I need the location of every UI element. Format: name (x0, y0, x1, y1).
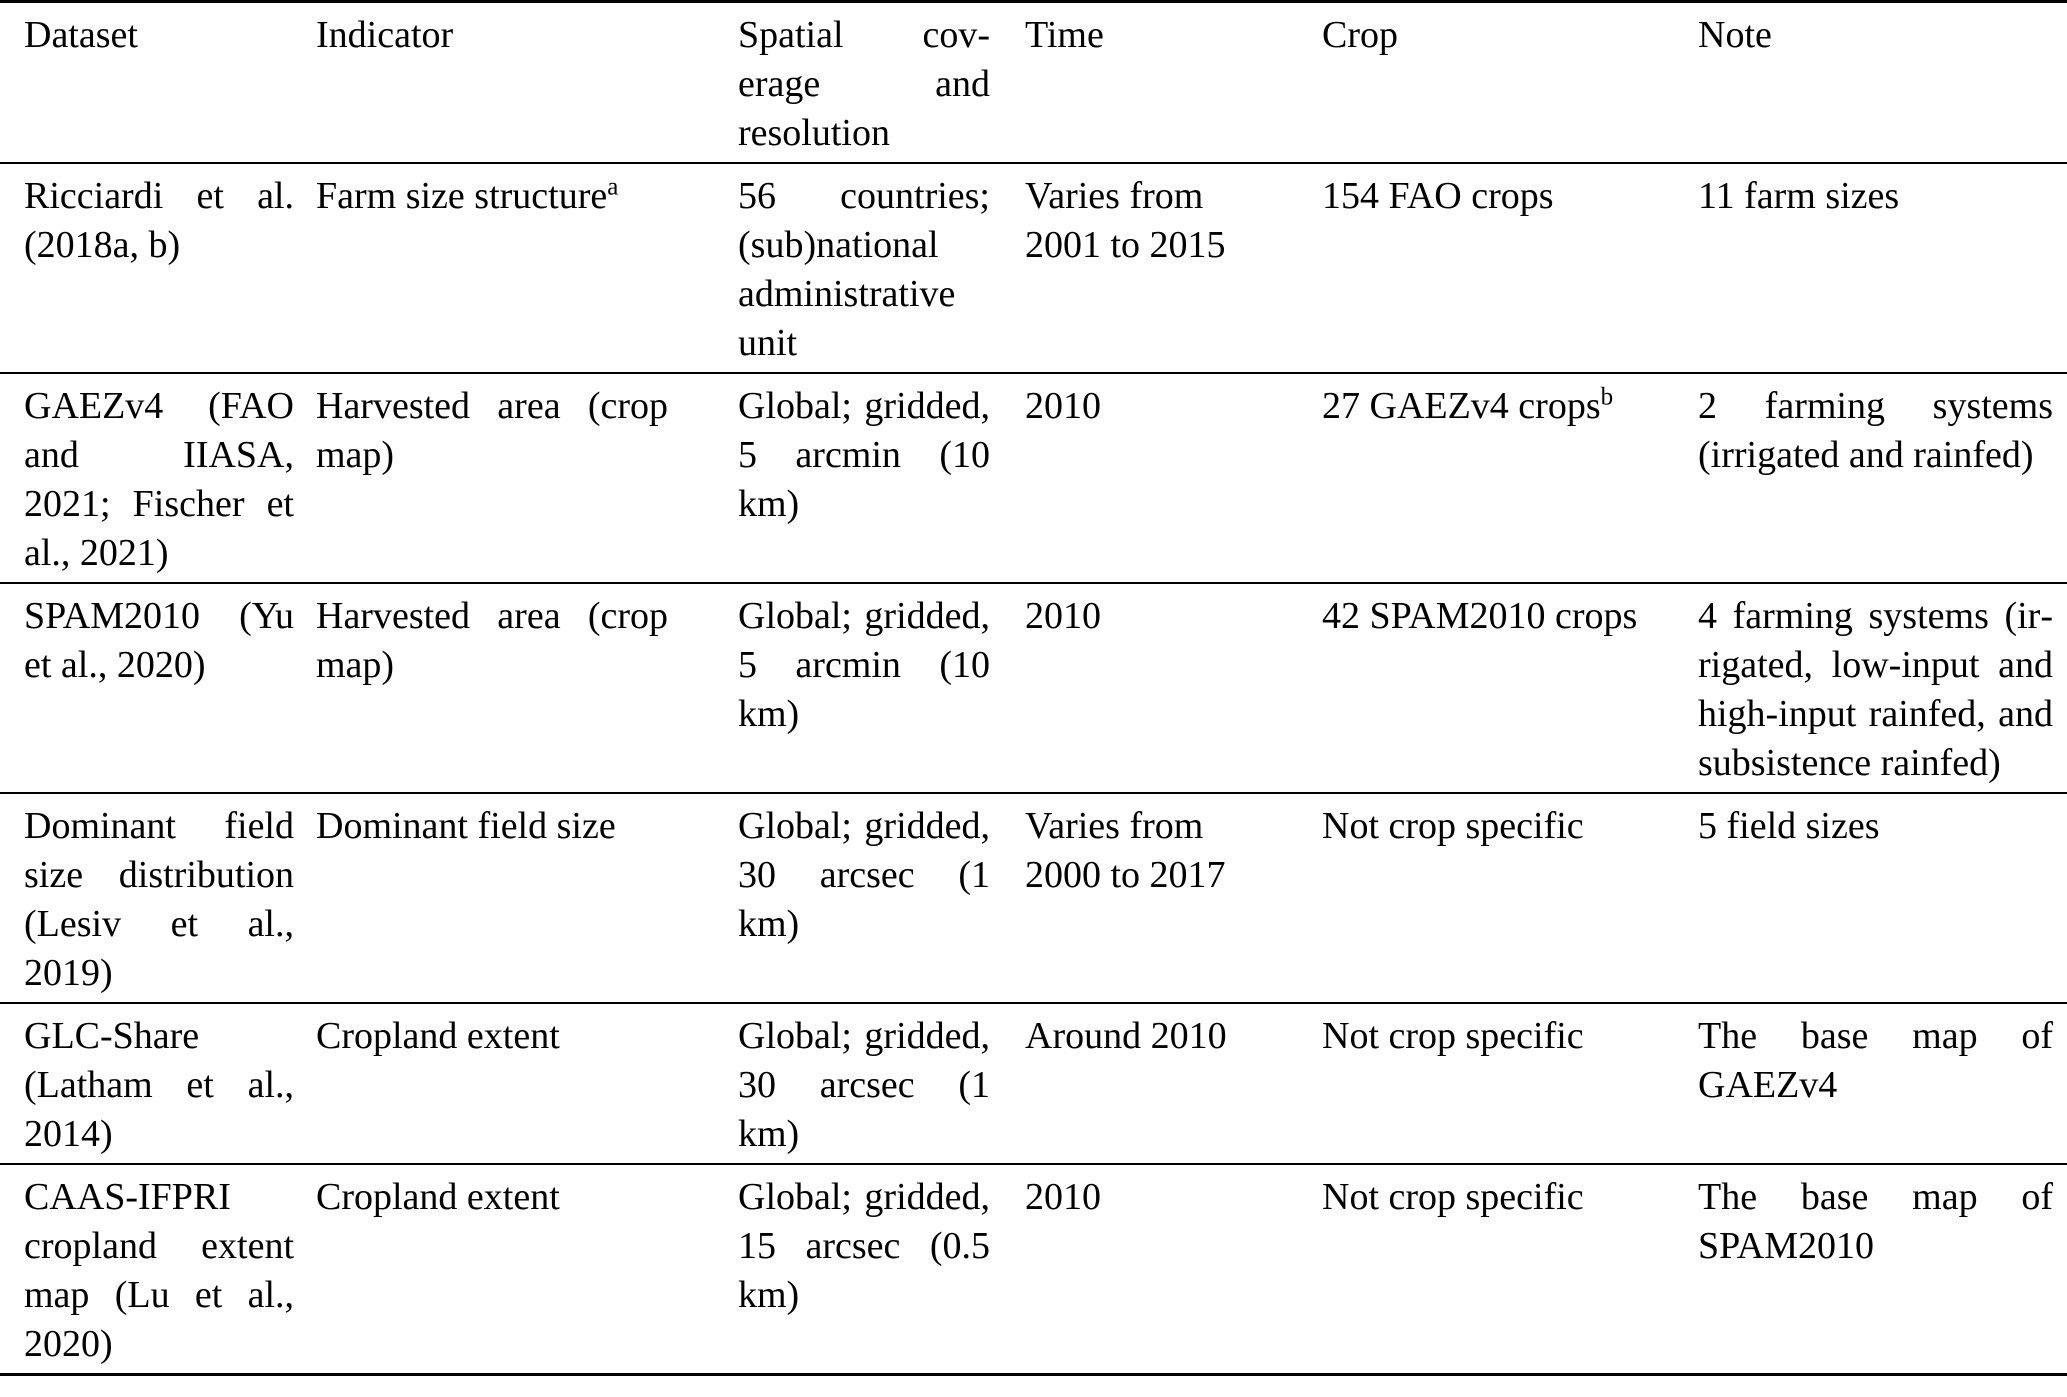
cell-note: 5 field sizes (1698, 805, 1880, 847)
cell-spatial: Global; grid­ded, 5 arcmin (10 km) (738, 385, 990, 525)
cell-crop: Not crop specific (1322, 1176, 1584, 1218)
cell-spatial: 56 countries; (sub)national administrati… (738, 175, 990, 364)
col-header-spatial: Spatial cov­erage and resolution (738, 14, 990, 154)
cell-note: 4 farming systems (ir­rigated, low-input… (1698, 595, 2053, 784)
table-row-glc-share: GLC-Share (Latham et al., 2014) Cropland… (0, 1003, 2067, 1164)
col-header-dataset: Dataset (24, 14, 138, 56)
cell-time: Varies from 2000 to 2017 (1025, 805, 1226, 896)
crop-text: 27 GAEZv4 crops (1322, 385, 1601, 427)
indicator-text: Farm size structure (316, 175, 608, 217)
cell-time: 2010 (1025, 1176, 1101, 1218)
cell-spatial: Global; grid­ded, 30 arcsec (1 km) (738, 805, 990, 945)
cell-indicator: Dominant field size (316, 805, 616, 847)
cell-spatial: Global; grid­ded, 5 arcmin (10 km) (738, 595, 990, 735)
cell-spatial: Global; grid­ded, 30 arcsec (1 km) (738, 1015, 990, 1155)
cell-crop: 27 GAEZv4 cropsb (1322, 373, 1698, 583)
col-header-crop: Crop (1322, 14, 1398, 56)
header-row: Dataset Indicator Spatial cov­erage and … (0, 2, 2067, 163)
footnote-marker-a: a (607, 173, 619, 201)
cell-time: Around 2010 (1025, 1015, 1227, 1057)
footnote-marker-b: b (1600, 383, 1614, 411)
col-header-indicator: Indicator (316, 14, 454, 56)
cell-time: Varies from 2001 to 2015 (1025, 175, 1226, 266)
cell-crop: 42 SPAM2010 crops (1322, 595, 1638, 637)
cell-crop: Not crop specific (1322, 1015, 1584, 1057)
cell-crop: Not crop specific (1322, 805, 1584, 847)
cell-time: 2010 (1025, 385, 1101, 427)
cell-crop: 154 FAO crops (1322, 175, 1554, 217)
cell-indicator: Cropland extent (316, 1015, 560, 1057)
table-row-ricciardi: Ricciardi et al. (2018a, b) Farm size st… (0, 163, 2067, 373)
cell-indicator: Harvested area (crop map) (316, 385, 668, 476)
cell-dataset: Ricciardi et al. (2018a, b) (24, 175, 294, 266)
cell-note: 11 farm sizes (1698, 175, 1900, 217)
cell-dataset: Dominant field size distribu­tion (Lesiv… (24, 805, 294, 994)
table-row-spam2010: SPAM2010 (Yu et al., 2020) Harvested are… (0, 583, 2067, 793)
cell-indicator: Cropland extent (316, 1176, 560, 1218)
cell-note: 2 farming systems (irri­gated and rainfe… (1698, 385, 2053, 476)
cell-dataset: SPAM2010 (Yu et al., 2020) (24, 595, 294, 686)
col-header-time: Time (1025, 14, 1104, 56)
cell-indicator: Harvested area (crop map) (316, 595, 668, 686)
cell-spatial: Global; grid­ded, 15 arcsec (0.5 km) (738, 1176, 990, 1316)
col-header-note: Note (1698, 14, 1772, 56)
cell-dataset: GLC-Share (Latham et al., 2014) (24, 1015, 294, 1155)
cell-note: The base map of GAEZv4 (1698, 1015, 2053, 1106)
table-row-dominant-field-size: Dominant field size distribu­tion (Lesiv… (0, 793, 2067, 1003)
table-row-caas-ifpri: CAAS-IFPRI cropland extent map (Lu et al… (0, 1164, 2067, 1375)
cell-dataset: GAEZv4 (FAO and IIASA, 2021; Fischer et … (24, 385, 294, 574)
cell-indicator: Farm size structurea (316, 163, 738, 373)
cell-note: The base map of SPAM2010 (1698, 1176, 2053, 1267)
table-row-gaezv4: GAEZv4 (FAO and IIASA, 2021; Fischer et … (0, 373, 2067, 583)
cell-time: 2010 (1025, 595, 1101, 637)
cell-dataset: CAAS-IFPRI cropland extent map (Lu et al… (24, 1176, 294, 1365)
